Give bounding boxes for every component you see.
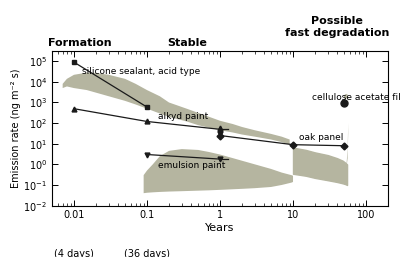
Text: silicone sealant, acid type: silicone sealant, acid type <box>82 67 200 76</box>
Polygon shape <box>144 149 293 193</box>
X-axis label: Years: Years <box>205 223 235 233</box>
Text: (36 days): (36 days) <box>124 249 170 257</box>
Text: emulsion paint: emulsion paint <box>158 161 225 170</box>
Text: Stable: Stable <box>167 38 207 48</box>
Text: Formation: Formation <box>48 38 112 48</box>
Y-axis label: Emission rate (ng m⁻² s): Emission rate (ng m⁻² s) <box>10 69 20 188</box>
Text: Possible
fast degradation: Possible fast degradation <box>285 16 389 38</box>
Text: alkyd paint: alkyd paint <box>158 112 208 121</box>
Text: cellulose acetate film: cellulose acetate film <box>312 93 400 102</box>
Text: (4 days): (4 days) <box>54 249 94 257</box>
Polygon shape <box>344 94 348 168</box>
Polygon shape <box>63 73 290 145</box>
Text: oak panel: oak panel <box>299 133 343 142</box>
